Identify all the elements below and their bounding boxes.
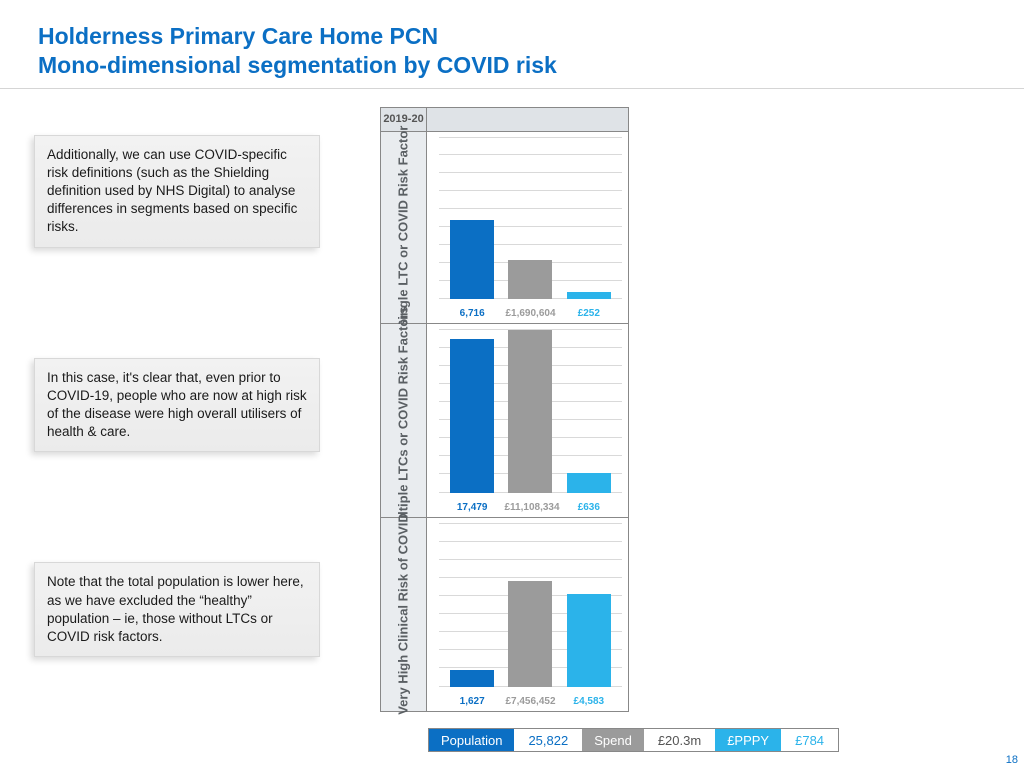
bar-value: £636 — [563, 502, 615, 513]
callout-1: Additionally, we can use COVID-specific … — [34, 135, 320, 248]
summary-legend: Population25,822Spend£20.3m£PPPY£784 — [428, 728, 839, 752]
title-line-2: Mono-dimensional segmentation by COVID r… — [38, 51, 1024, 80]
bar — [567, 594, 611, 687]
chart-plot — [439, 330, 622, 493]
bar-value: 1,627 — [446, 696, 498, 707]
title-line-1: Holderness Primary Care Home PCN — [38, 22, 1024, 51]
bar — [508, 260, 552, 299]
chart-cell-2: 17,479 £11,108,334 £636 — [427, 323, 629, 517]
chart-cell-3: 1,627 £7,456,452 £4,583 — [427, 517, 629, 711]
legend-value: £20.3m — [644, 729, 715, 751]
legend-label: £PPPY — [715, 729, 781, 751]
chart-plot — [439, 138, 622, 299]
chart-cell-1: 6,716 £1,690,604 £252 — [427, 131, 629, 323]
bar — [450, 339, 494, 492]
bar — [567, 292, 611, 298]
legend-label: Population — [429, 729, 514, 751]
chart-row-3: Very High Clinical Risk of COVID 1,627 £7… — [381, 517, 629, 711]
bars-group — [439, 330, 622, 493]
legend-value: 25,822 — [514, 729, 582, 751]
page-number: 18 — [1006, 754, 1018, 766]
callout-3: Note that the total population is lower … — [34, 562, 320, 657]
callout-2: In this case, it's clear that, even prio… — [34, 358, 320, 453]
row-label-2: Multiple LTCs or COVID Risk Factors — [381, 323, 427, 517]
page-header: Holderness Primary Care Home PCN Mono-di… — [0, 0, 1024, 89]
chart-area: 2019-20 Single LTC or COVID Risk Factor … — [380, 107, 629, 712]
legend-label: Spend — [582, 729, 644, 751]
legend-value: £784 — [781, 729, 838, 751]
bar-value: 17,479 — [446, 502, 498, 513]
row-label-1: Single LTC or COVID Risk Factor — [381, 131, 427, 323]
value-row: 6,716 £1,690,604 £252 — [439, 308, 622, 319]
bar-value: £252 — [563, 308, 615, 319]
row-label-3: Very High Clinical Risk of COVID — [381, 517, 427, 711]
value-row: 17,479 £11,108,334 £636 — [439, 502, 622, 513]
chart-header-blank — [427, 107, 629, 131]
chart-row-2: Multiple LTCs or COVID Risk Factors 17,4… — [381, 323, 629, 517]
bar — [450, 220, 494, 299]
bar-value: £11,108,334 — [504, 502, 556, 513]
bar-value: £1,690,604 — [504, 308, 556, 319]
bar — [508, 581, 552, 687]
chart-plot — [439, 524, 622, 687]
bar — [508, 330, 552, 493]
bar — [567, 473, 611, 493]
chart-table: 2019-20 Single LTC or COVID Risk Factor … — [380, 107, 629, 712]
chart-row-1: Single LTC or COVID Risk Factor 6,716 £1,… — [381, 131, 629, 323]
bar-value: 6,716 — [446, 308, 498, 319]
callouts-column: Additionally, we can use COVID-specific … — [0, 107, 340, 712]
value-row: 1,627 £7,456,452 £4,583 — [439, 696, 622, 707]
bar-value: £7,456,452 — [504, 696, 556, 707]
bar — [450, 670, 494, 686]
content-area: Additionally, we can use COVID-specific … — [0, 89, 1024, 712]
bars-group — [439, 138, 622, 299]
bars-group — [439, 524, 622, 687]
bar-value: £4,583 — [563, 696, 615, 707]
